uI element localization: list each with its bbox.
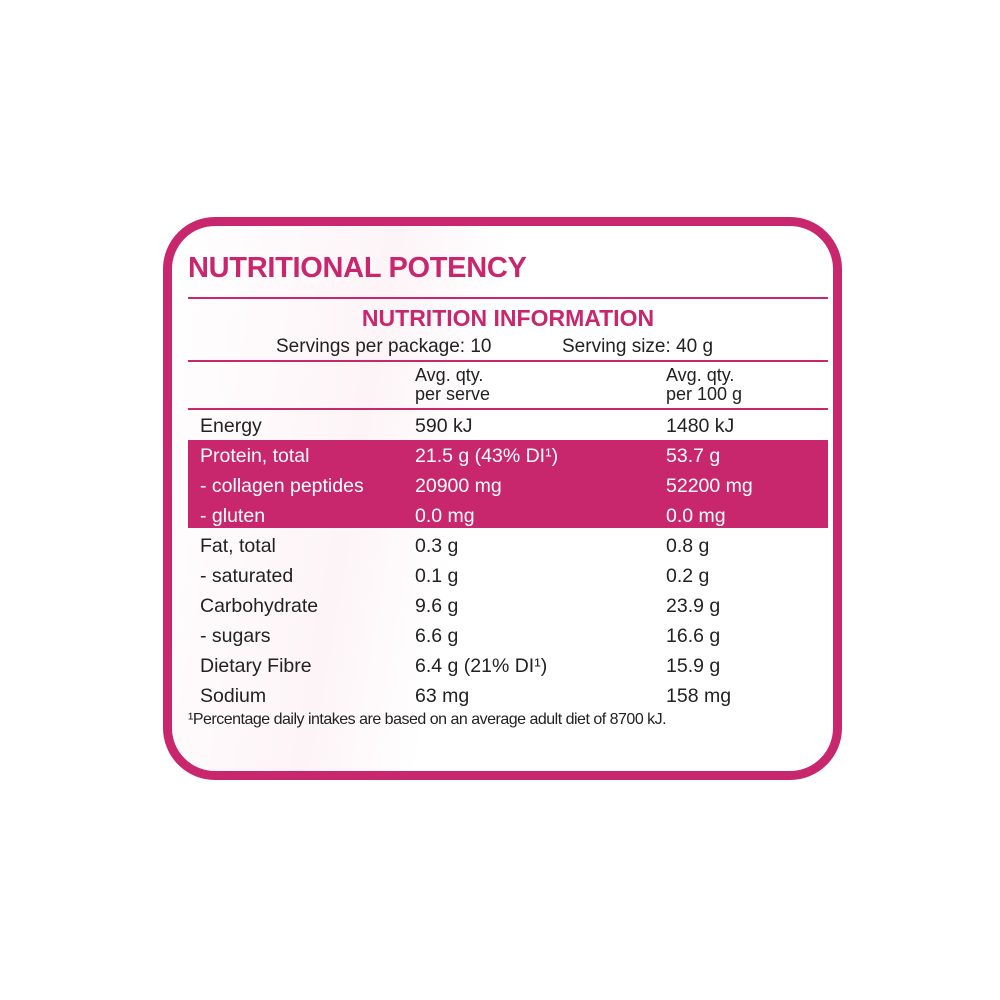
serving-size: Serving size: 40 g — [562, 336, 714, 357]
table-row: Protein, total 21.5 g (43% DI¹) 53.7 g — [0, 441, 1000, 471]
divider — [188, 297, 828, 299]
per-100g-value: 0.2 g — [666, 565, 710, 587]
per-100g-value: 0.0 mg — [666, 505, 726, 527]
header-line: Avg. qty. — [666, 365, 735, 385]
table-row: Sodium 63 mg 158 mg — [0, 681, 1000, 711]
per-100g-value: 53.7 g — [666, 445, 721, 467]
header-line: per 100 g — [666, 384, 743, 404]
table-row: Dietary Fibre 6.4 g (21% DI¹) 15.9 g — [0, 651, 1000, 681]
per-serve-value: 0.0 mg — [415, 505, 475, 527]
nutrient-name: - sugars — [200, 625, 271, 647]
nutrient-name: Sodium — [200, 685, 267, 707]
per-serve-value: 21.5 g (43% DI¹) — [415, 445, 559, 467]
servings-per-package: Servings per package: 10 — [276, 336, 492, 357]
per-serve-value: 9.6 g — [415, 595, 459, 617]
nutrient-name: Dietary Fibre — [200, 655, 312, 677]
nutrient-name: - saturated — [200, 565, 294, 587]
column-header-per-serve: Avg. qty. per serve — [415, 366, 490, 404]
per-100g-value: 16.6 g — [666, 625, 721, 647]
table-row: Energy 590 kJ 1480 kJ — [0, 411, 1000, 441]
per-100g-value: 158 mg — [666, 685, 732, 707]
per-serve-value: 6.6 g — [415, 625, 459, 647]
header-line: Avg. qty. — [415, 365, 484, 385]
per-100g-value: 0.8 g — [666, 535, 710, 557]
nutrient-name: - gluten — [200, 505, 266, 527]
protein-highlight-band — [188, 440, 828, 528]
table-row: - gluten 0.0 mg 0.0 mg — [0, 501, 1000, 531]
column-header-per-100g: Avg. qty. per 100 g — [666, 366, 742, 404]
per-serve-value: 590 kJ — [415, 415, 473, 437]
nutrient-name: Energy — [200, 415, 262, 437]
table-row: - sugars 6.6 g 16.6 g — [0, 621, 1000, 651]
per-serve-value: 20900 mg — [415, 475, 502, 497]
divider — [188, 360, 828, 362]
nutrient-name: - collagen peptides — [200, 475, 364, 497]
header-line: per serve — [415, 384, 491, 404]
per-100g-value: 52200 mg — [666, 475, 753, 497]
nutrient-name: Carbohydrate — [200, 595, 319, 617]
per-serve-value: 0.1 g — [415, 565, 459, 587]
nutrient-name: Protein, total — [200, 445, 310, 467]
table-row: - collagen peptides 20900 mg 52200 mg — [0, 471, 1000, 501]
per-serve-value: 63 mg — [415, 685, 470, 707]
divider — [188, 408, 828, 410]
nutrient-name: Fat, total — [200, 535, 276, 557]
per-100g-value: 23.9 g — [666, 595, 721, 617]
table-row: Carbohydrate 9.6 g 23.9 g — [0, 591, 1000, 621]
per-100g-value: 1480 kJ — [666, 415, 735, 437]
per-100g-value: 15.9 g — [666, 655, 721, 677]
page-title: NUTRITIONAL POTENCY — [188, 252, 527, 284]
per-serve-value: 6.4 g (21% DI¹) — [415, 655, 548, 677]
panel-title: NUTRITION INFORMATION — [361, 305, 655, 331]
footnote: ¹Percentage daily intakes are based on a… — [188, 711, 667, 728]
table-row: - saturated 0.1 g 0.2 g — [0, 561, 1000, 591]
table-row: Fat, total 0.3 g 0.8 g — [0, 531, 1000, 561]
per-serve-value: 0.3 g — [415, 535, 459, 557]
